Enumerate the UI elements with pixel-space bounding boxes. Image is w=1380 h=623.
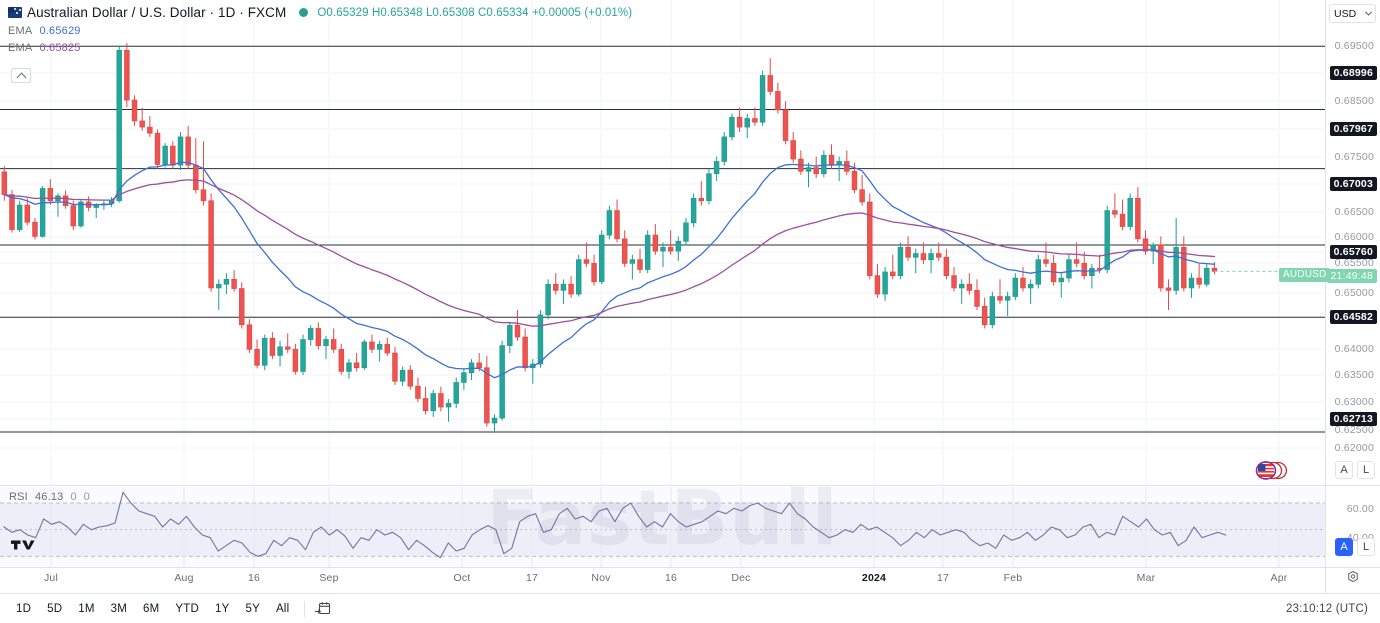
range-button-6m[interactable]: 6M xyxy=(143,602,160,615)
time-tick-Aug: Aug xyxy=(174,572,194,584)
calendar-range-icon[interactable] xyxy=(313,600,331,618)
chart-legend: Australian Dollar / U.S. Dollar · 1D · F… xyxy=(8,3,632,56)
axis-divider xyxy=(1325,485,1380,486)
time-tick-16: 16 xyxy=(247,572,261,584)
price-tick-12: 0.64582 xyxy=(1329,310,1377,324)
range-button-5y[interactable]: 5Y xyxy=(245,602,260,615)
gear-icon[interactable] xyxy=(1345,570,1361,586)
time-tick-Sep: Sep xyxy=(319,572,339,584)
rsi-auto-scale-button[interactable]: A xyxy=(1335,538,1353,556)
rsi-indicator-pane[interactable] xyxy=(0,487,1325,567)
price-tick-1: 0.68996 xyxy=(1329,66,1377,80)
indicator-row-ema-slow[interactable]: EMA 0.65825 xyxy=(8,39,632,56)
symbol-title[interactable]: Australian Dollar / U.S. Dollar · 1D · F… xyxy=(27,5,287,20)
time-tick-Dec: Dec xyxy=(731,572,751,584)
range-button-5d[interactable]: 5D xyxy=(47,602,63,615)
rsi-chart-canvas xyxy=(0,487,1325,567)
price-tick-5: 0.67003 xyxy=(1329,177,1377,191)
time-tick-Nov: Nov xyxy=(591,572,611,584)
price-tick-16: 0.62713 xyxy=(1329,412,1377,426)
indicator-row-ema-fast[interactable]: EMA 0.65629 xyxy=(8,22,632,39)
price-tick-17: 0.62500 xyxy=(1334,424,1374,436)
toolbar-divider xyxy=(304,600,306,617)
rsi-legend[interactable]: RSI 46.13 0 0 xyxy=(9,491,90,503)
pane-divider xyxy=(0,485,1380,486)
bottom-toolbar[interactable]: 1D 5D 1M 3M 6M YTD 1Y 5Y All 23:10:12 (UTC) xyxy=(0,593,1380,623)
time-tick-Jul: Jul xyxy=(43,572,59,584)
rsi-tick-0: 60.00 xyxy=(1346,503,1374,515)
currency-label: USD xyxy=(1334,7,1357,20)
chevron-down-icon xyxy=(1364,8,1373,16)
australian-flag-icon xyxy=(8,7,22,18)
time-tick-Oct: Oct xyxy=(453,572,471,584)
rsi-param-1: 0 xyxy=(70,491,77,503)
range-button-1y[interactable]: 1Y xyxy=(215,602,230,615)
time-tick-Feb: Feb xyxy=(1003,572,1023,584)
time-axis[interactable]: Jul Aug 16 Sep Oct 17 Nov 16 Dec 2024 17 Feb Mar Apr xyxy=(0,567,1380,594)
price-tick-18: 0.62000 xyxy=(1334,442,1374,454)
range-button-3m[interactable]: 3M xyxy=(110,602,127,615)
rsi-param-2: 0 xyxy=(83,491,90,503)
ema-fast-label: EMA xyxy=(8,24,33,37)
time-axis-divider xyxy=(1325,568,1326,594)
price-tick-4: 0.67500 xyxy=(1334,151,1374,163)
price-tick-8: 0.65760 xyxy=(1329,245,1377,259)
tradingview-logo[interactable] xyxy=(11,536,35,558)
price-chart-pane[interactable] xyxy=(0,0,1325,485)
symbol-header-row[interactable]: Australian Dollar / U.S. Dollar · 1D · F… xyxy=(8,3,632,22)
price-tick-11: 0.65000 xyxy=(1334,287,1374,299)
rsi-value: 46.13 xyxy=(34,491,64,503)
range-button-ytd[interactable]: YTD xyxy=(175,602,199,615)
price-tick-14: 0.63500 xyxy=(1334,369,1374,381)
time-tick-17: 17 xyxy=(525,572,539,584)
date-range-buttons[interactable]: 1D 5D 1M 3M 6M YTD 1Y 5Y All xyxy=(0,600,296,618)
ohlc-values: O0.65329 H0.65348 L0.65308 C0.65334 +0.0… xyxy=(317,6,633,19)
time-tick-Mar: Mar xyxy=(1136,572,1156,584)
auto-scale-button[interactable]: A xyxy=(1335,461,1353,479)
price-tick-9: 0.65500 xyxy=(1334,257,1374,269)
price-tick-6: 0.66500 xyxy=(1334,206,1374,218)
ema-fast-value: 0.65629 xyxy=(39,24,81,37)
price-axis[interactable]: USD 0.69500 0.68996 0.68500 0.67967 0.67500 0… xyxy=(1325,0,1380,567)
chevron-up-icon xyxy=(16,72,26,82)
price-tick-0: 0.69500 xyxy=(1334,40,1374,52)
ema-slow-label: EMA xyxy=(8,41,33,54)
current-price-label: 21:49:48 xyxy=(1326,269,1377,283)
log-scale-button[interactable]: L xyxy=(1357,461,1375,479)
price-scale-buttons-rsi[interactable]: A L xyxy=(1335,538,1375,556)
rsi-label: RSI xyxy=(9,491,28,503)
symbol-price-tag: AUDUSD xyxy=(1279,268,1331,282)
range-button-1d[interactable]: 1D xyxy=(16,602,32,615)
price-tick-2: 0.68500 xyxy=(1334,95,1374,107)
time-tick-16: 16 xyxy=(664,572,678,584)
time-tick-2024: 2024 xyxy=(861,572,887,584)
time-tick-17: 17 xyxy=(936,572,950,584)
price-scale-buttons-main[interactable]: A L xyxy=(1335,461,1375,479)
price-chart-canvas xyxy=(0,0,1325,485)
us-flag-event-icon[interactable] xyxy=(1253,461,1289,480)
pane-collapse-button[interactable] xyxy=(11,68,31,83)
range-button-1m[interactable]: 1M xyxy=(78,602,95,615)
range-button-all[interactable]: All xyxy=(275,602,290,615)
ema-slow-value: 0.65825 xyxy=(39,41,81,54)
price-tick-3: 0.67967 xyxy=(1329,122,1377,136)
market-status-dot-icon xyxy=(299,8,309,17)
time-tick-Apr: Apr xyxy=(1270,572,1288,584)
rsi-log-scale-button[interactable]: L xyxy=(1357,538,1375,556)
currency-selector[interactable]: USD xyxy=(1329,4,1376,23)
price-tick-13: 0.64000 xyxy=(1334,343,1374,355)
price-tick-7: 0.66000 xyxy=(1334,231,1374,243)
utc-clock: 23:10:12 (UTC) xyxy=(1285,602,1368,615)
price-tick-15: 0.63000 xyxy=(1334,396,1374,408)
